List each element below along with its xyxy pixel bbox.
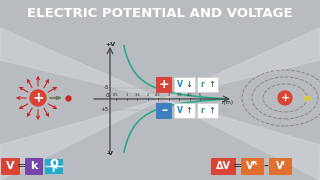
- FancyBboxPatch shape: [173, 103, 195, 118]
- Text: r: r: [201, 80, 204, 89]
- Text: Q: Q: [50, 159, 58, 168]
- Text: 0.5: 0.5: [113, 93, 119, 97]
- Text: r(m): r(m): [222, 100, 234, 105]
- Text: -: -: [264, 159, 268, 174]
- FancyBboxPatch shape: [173, 77, 195, 93]
- Circle shape: [30, 90, 46, 106]
- Text: –: –: [161, 104, 167, 118]
- Text: r: r: [201, 106, 204, 115]
- Text: -V: -V: [107, 151, 114, 156]
- Text: =: =: [17, 161, 27, 172]
- Text: 3: 3: [167, 93, 170, 97]
- Text: +: +: [280, 93, 290, 103]
- Text: 2: 2: [146, 93, 148, 97]
- Text: 1: 1: [125, 93, 128, 97]
- Text: ↑: ↑: [185, 106, 192, 115]
- FancyBboxPatch shape: [1, 158, 20, 175]
- Text: r: r: [52, 165, 56, 174]
- Text: Q: Q: [50, 158, 58, 168]
- Text: =: =: [233, 161, 243, 172]
- FancyBboxPatch shape: [241, 158, 264, 175]
- Text: Vᴿ: Vᴿ: [246, 161, 259, 172]
- Text: +V: +V: [105, 42, 115, 47]
- Text: V: V: [177, 80, 182, 89]
- FancyBboxPatch shape: [45, 159, 63, 174]
- FancyBboxPatch shape: [25, 158, 43, 175]
- FancyBboxPatch shape: [156, 77, 172, 93]
- Text: V: V: [6, 161, 15, 172]
- Text: Vᴵ: Vᴵ: [276, 161, 285, 172]
- Text: +5: +5: [101, 107, 109, 112]
- Polygon shape: [162, 99, 320, 180]
- Text: 2.5: 2.5: [155, 93, 161, 97]
- FancyBboxPatch shape: [196, 103, 218, 118]
- FancyBboxPatch shape: [269, 158, 292, 175]
- Text: +: +: [159, 78, 169, 91]
- Text: ↑: ↑: [208, 80, 215, 89]
- Text: ↓: ↓: [185, 80, 192, 89]
- Text: ELECTRIC POTENTIAL AND VOLTAGE: ELECTRIC POTENTIAL AND VOLTAGE: [27, 7, 293, 21]
- Text: ↑: ↑: [208, 106, 215, 115]
- Text: k: k: [30, 161, 38, 172]
- Text: 4.5: 4.5: [187, 93, 192, 97]
- FancyBboxPatch shape: [156, 103, 172, 119]
- Text: +: +: [32, 91, 44, 105]
- Circle shape: [278, 91, 292, 105]
- Polygon shape: [0, 99, 162, 180]
- Polygon shape: [0, 28, 162, 99]
- FancyBboxPatch shape: [196, 77, 218, 93]
- Text: 5: 5: [199, 93, 201, 97]
- FancyBboxPatch shape: [211, 158, 236, 175]
- Text: V: V: [177, 106, 182, 115]
- Text: 3.5: 3.5: [176, 93, 182, 97]
- Text: -5: -5: [103, 86, 109, 90]
- Polygon shape: [162, 28, 320, 99]
- Text: 1.5: 1.5: [134, 93, 140, 97]
- Text: 0: 0: [106, 93, 109, 98]
- Text: ΔV: ΔV: [216, 161, 231, 172]
